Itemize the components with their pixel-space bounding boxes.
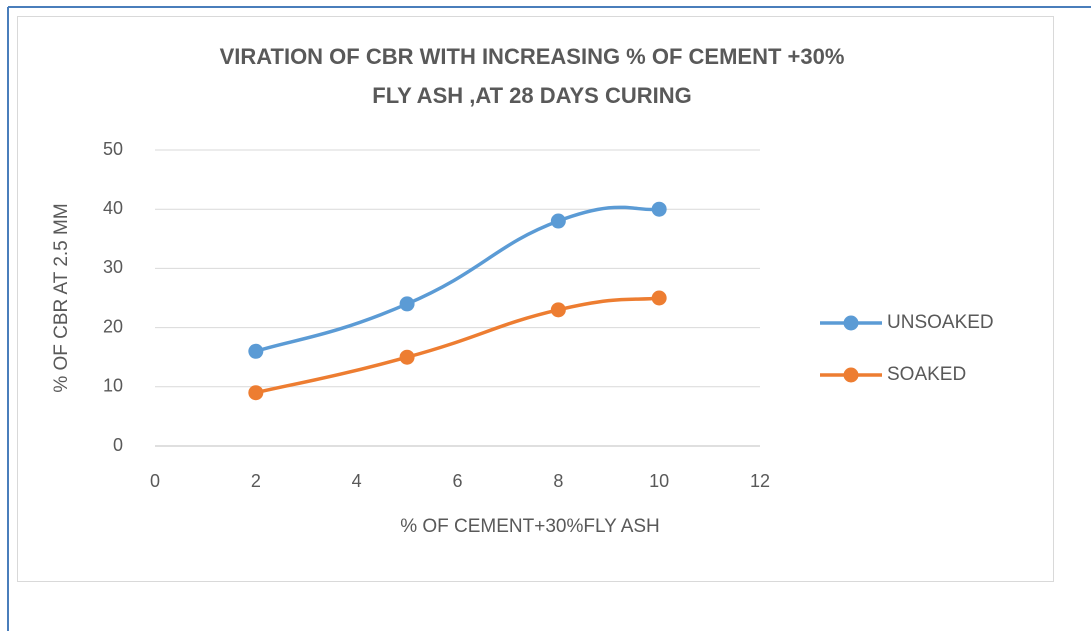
- legend-label: SOAKED: [887, 364, 966, 385]
- y-tick-label: 20: [103, 316, 123, 336]
- x-tick-label: 0: [150, 471, 160, 491]
- chart-title: FLY ASH ,AT 28 DAYS CURING: [372, 83, 691, 108]
- x-tick-label: 12: [750, 471, 770, 491]
- x-tick-label: 2: [251, 471, 261, 491]
- y-tick-label: 40: [103, 198, 123, 218]
- x-tick-label: 10: [649, 471, 669, 491]
- x-tick-label: 6: [452, 471, 462, 491]
- data-point: [399, 296, 415, 312]
- data-point: [651, 290, 667, 306]
- chart-title: VIRATION OF CBR WITH INCREASING % OF CEM…: [220, 44, 845, 69]
- y-axis-label: % OF CBR AT 2.5 MM: [51, 203, 72, 392]
- data-point: [550, 302, 566, 318]
- legend-label: UNSOAKED: [887, 312, 994, 333]
- data-point: [550, 213, 566, 229]
- data-point: [248, 385, 264, 401]
- y-tick-label: 0: [113, 435, 123, 455]
- y-tick-label: 10: [103, 376, 123, 396]
- series-line: [255, 205, 660, 353]
- data-point: [651, 201, 667, 217]
- data-point: [248, 343, 264, 359]
- x-tick-label: 4: [352, 471, 362, 491]
- chart-area: [17, 16, 1054, 582]
- legend-marker: [843, 315, 859, 331]
- data-point: [399, 349, 415, 365]
- y-tick-label: 50: [103, 139, 123, 159]
- legend-marker: [843, 367, 859, 383]
- y-tick-label: 30: [103, 257, 123, 277]
- x-axis-label: % OF CEMENT+30%FLY ASH: [400, 516, 660, 537]
- series-line: [255, 296, 660, 395]
- x-tick-label: 8: [553, 471, 563, 491]
